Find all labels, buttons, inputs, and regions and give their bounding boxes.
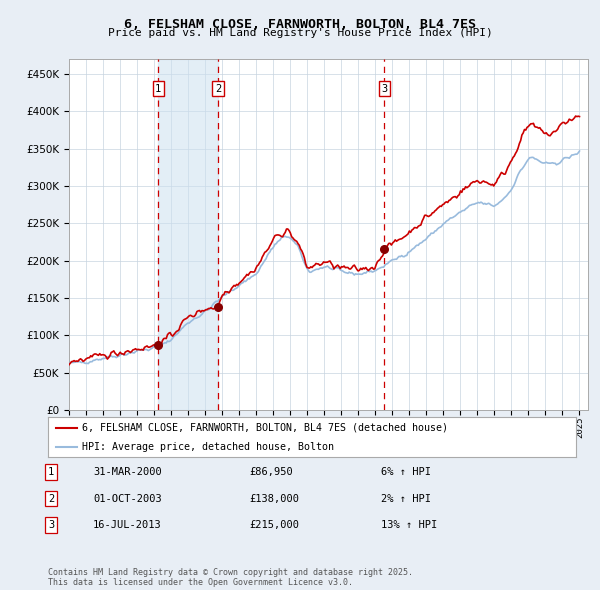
- Text: 16-JUL-2013: 16-JUL-2013: [93, 520, 162, 530]
- Text: 6% ↑ HPI: 6% ↑ HPI: [381, 467, 431, 477]
- Text: Price paid vs. HM Land Registry's House Price Index (HPI): Price paid vs. HM Land Registry's House …: [107, 28, 493, 38]
- Text: 31-MAR-2000: 31-MAR-2000: [93, 467, 162, 477]
- Text: £86,950: £86,950: [249, 467, 293, 477]
- Bar: [158, 59, 218, 410]
- Text: 2: 2: [215, 84, 221, 94]
- Text: 2: 2: [48, 494, 54, 503]
- Text: 13% ↑ HPI: 13% ↑ HPI: [381, 520, 437, 530]
- Text: 01-OCT-2003: 01-OCT-2003: [93, 494, 162, 503]
- Text: 2% ↑ HPI: 2% ↑ HPI: [381, 494, 431, 503]
- Text: 3: 3: [48, 520, 54, 530]
- Text: £215,000: £215,000: [249, 520, 299, 530]
- Text: Contains HM Land Registry data © Crown copyright and database right 2025.
This d: Contains HM Land Registry data © Crown c…: [48, 568, 413, 587]
- Text: 1: 1: [48, 467, 54, 477]
- Text: £138,000: £138,000: [249, 494, 299, 503]
- Text: 6, FELSHAM CLOSE, FARNWORTH, BOLTON, BL4 7ES (detached house): 6, FELSHAM CLOSE, FARNWORTH, BOLTON, BL4…: [82, 423, 448, 433]
- Text: 6, FELSHAM CLOSE, FARNWORTH, BOLTON, BL4 7ES: 6, FELSHAM CLOSE, FARNWORTH, BOLTON, BL4…: [124, 18, 476, 31]
- Text: 1: 1: [155, 84, 161, 94]
- Text: HPI: Average price, detached house, Bolton: HPI: Average price, detached house, Bolt…: [82, 442, 334, 452]
- Text: 3: 3: [382, 84, 388, 94]
